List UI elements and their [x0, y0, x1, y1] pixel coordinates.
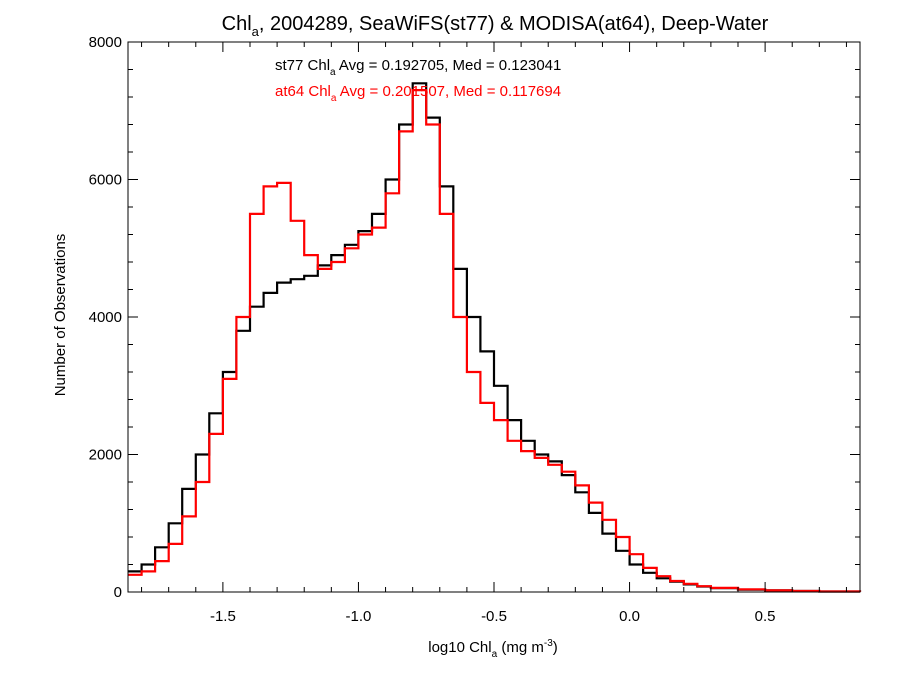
y-tick-label: 8000	[89, 34, 122, 51]
x-tick-label: -1.5	[210, 608, 236, 625]
y-tick-label: 0	[114, 584, 122, 601]
annotation-st77-subscript: a	[330, 67, 336, 78]
plot-area: -1.5 -1.0 -0.5 0.0 0.5 0 2000 4000 6000 8000	[89, 34, 862, 625]
annotation-st77-pre: st77 Chl	[275, 57, 330, 74]
chart-title: Chla, 2004289, SeaWiFS(st77) & MODISA(at…	[222, 13, 769, 39]
y-axis-label: Number of Observations	[52, 234, 69, 397]
x-axis-label-mid: (mg m	[497, 639, 544, 656]
annotation-st77-post: Avg = 0.192705, Med = 0.123041	[336, 57, 562, 74]
y-tick-label: 2000	[89, 447, 122, 464]
title-text-post: , 2004289, SeaWiFS(st77) & MODISA(at64),…	[259, 13, 769, 35]
x-axis-label-post: )	[553, 639, 558, 656]
annotation-at64-post: Avg = 0.201507, Med = 0.117694	[336, 83, 561, 100]
annotation-at64: at64 Chla Avg = 0.201507, Med = 0.117694	[275, 83, 561, 104]
x-axis-label: log10 Chla (mg m-3)	[428, 638, 558, 660]
x-tick-label: 0.0	[619, 608, 640, 625]
y-tick-label: 4000	[89, 309, 122, 326]
x-axis-label-superscript: -3	[544, 638, 553, 649]
series-line-2	[128, 89, 862, 593]
x-tick-label: 0.5	[755, 608, 776, 625]
x-tick-label: -0.5	[481, 608, 507, 625]
title-text-pre: Chl	[222, 13, 252, 35]
title-subscript: a	[252, 24, 260, 39]
x-axis-label-pre: log10 Chl	[428, 639, 491, 656]
annotation-at64-subscript: a	[331, 93, 337, 104]
y-tick-label: 6000	[89, 172, 122, 189]
x-axis-label-subscript: a	[492, 649, 498, 660]
annotation-at64-pre: at64 Chl	[275, 83, 331, 100]
series-line-1	[128, 82, 862, 593]
x-tick-label: -1.0	[346, 608, 372, 625]
annotation-st77: st77 Chla Avg = 0.192705, Med = 0.123041	[275, 57, 561, 78]
